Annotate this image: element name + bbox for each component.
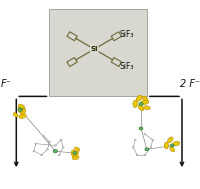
Ellipse shape	[143, 154, 145, 156]
Ellipse shape	[54, 145, 56, 146]
Ellipse shape	[169, 147, 174, 152]
Ellipse shape	[134, 139, 135, 141]
Ellipse shape	[143, 106, 149, 110]
Ellipse shape	[33, 150, 35, 152]
Ellipse shape	[48, 141, 50, 143]
Ellipse shape	[132, 100, 137, 108]
Ellipse shape	[62, 147, 64, 148]
Ellipse shape	[74, 147, 79, 151]
Ellipse shape	[169, 144, 173, 147]
Ellipse shape	[53, 149, 57, 153]
Ellipse shape	[141, 96, 147, 100]
Ellipse shape	[18, 104, 24, 108]
Ellipse shape	[144, 148, 148, 151]
Ellipse shape	[40, 154, 42, 156]
Ellipse shape	[172, 141, 179, 146]
Ellipse shape	[73, 151, 78, 157]
Text: F⁻: F⁻	[1, 79, 12, 89]
Ellipse shape	[135, 95, 141, 101]
Ellipse shape	[13, 113, 18, 117]
Ellipse shape	[138, 105, 143, 111]
Ellipse shape	[132, 147, 134, 148]
Text: SiF₃: SiF₃	[119, 62, 133, 71]
Ellipse shape	[35, 143, 37, 144]
Ellipse shape	[60, 139, 62, 141]
Ellipse shape	[42, 135, 44, 137]
Ellipse shape	[18, 106, 22, 113]
Ellipse shape	[18, 108, 22, 111]
Ellipse shape	[163, 142, 168, 149]
Text: Si: Si	[90, 46, 98, 52]
Ellipse shape	[140, 100, 148, 105]
Text: 2 F⁻: 2 F⁻	[179, 79, 199, 89]
Ellipse shape	[138, 102, 142, 106]
Ellipse shape	[151, 139, 153, 141]
Ellipse shape	[72, 152, 76, 155]
Ellipse shape	[138, 127, 142, 130]
Text: SiF₃: SiF₃	[119, 29, 133, 39]
Ellipse shape	[71, 150, 75, 156]
Ellipse shape	[58, 154, 60, 156]
Ellipse shape	[21, 108, 26, 114]
Ellipse shape	[46, 149, 48, 150]
Ellipse shape	[167, 137, 172, 143]
Ellipse shape	[135, 154, 137, 156]
Ellipse shape	[19, 114, 26, 119]
Ellipse shape	[149, 147, 151, 148]
Ellipse shape	[72, 155, 79, 160]
Bar	[49, 9, 146, 96]
Ellipse shape	[143, 133, 145, 135]
